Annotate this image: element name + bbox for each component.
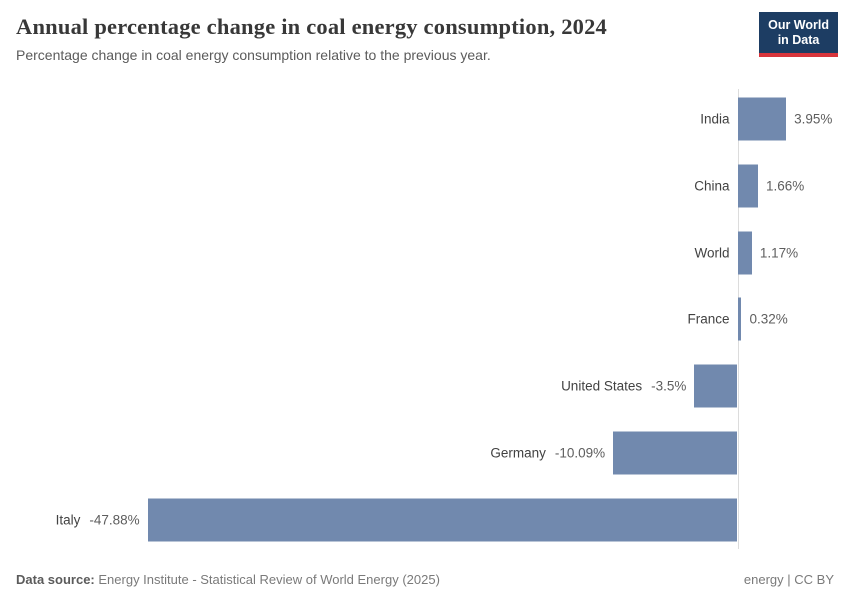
data-source-label: Data source: <box>16 572 95 587</box>
chart-row-world: World 1.17% <box>0 219 850 286</box>
category-label: United States <box>561 378 643 394</box>
value-label: 1.17% <box>759 245 799 261</box>
category-label: World <box>694 245 730 261</box>
value-label: -47.88% <box>89 512 140 528</box>
category-value-label: United States -3.5% <box>561 379 686 394</box>
bar-india[interactable] <box>737 97 787 141</box>
chart-row-united-states: United States -3.5% <box>0 353 850 420</box>
value-label: 0.32% <box>749 311 788 327</box>
owid-logo[interactable]: Our World in Data <box>759 12 838 57</box>
bar-united-states[interactable] <box>694 364 738 408</box>
data-source-text[interactable]: Energy Institute - Statistical Review of… <box>98 572 440 587</box>
owid-logo-line1: Our World <box>768 18 829 32</box>
bar-chart: India 3.95% China 1.66% World 1.17% France 0.32… <box>0 86 850 553</box>
category-value-label: Germany -10.09% <box>490 445 605 460</box>
chart-footer: Data source: Energy Institute - Statisti… <box>16 572 834 587</box>
category-label: China <box>694 178 730 194</box>
chart-row-germany: Germany -10.09% <box>0 420 850 487</box>
data-source: Data source: Energy Institute - Statisti… <box>16 572 440 587</box>
chart-row-france: France 0.32% <box>0 286 850 353</box>
page-title: Annual percentage change in coal energy … <box>16 14 607 39</box>
value-label: 1.66% <box>765 178 805 194</box>
chart-row-italy: Italy -47.88% <box>0 486 850 553</box>
category-label: Germany <box>490 445 546 461</box>
category-label: India <box>700 111 730 127</box>
chart-subtitle: Percentage change in coal energy consump… <box>16 47 491 63</box>
bar-germany[interactable] <box>613 431 738 475</box>
category-label: Italy <box>55 512 81 528</box>
category-value-label: Italy -47.88% <box>56 512 140 527</box>
bar-france[interactable] <box>737 297 742 341</box>
value-label: -3.5% <box>651 378 687 394</box>
chart-row-india: India 3.95% <box>0 86 850 153</box>
chart-header: Annual percentage change in coal energy … <box>0 0 850 63</box>
chart-row-china: China 1.66% <box>0 153 850 220</box>
footer-license[interactable]: energy | CC BY <box>743 572 834 587</box>
bar-world[interactable] <box>737 231 752 275</box>
value-label: 3.95% <box>794 111 833 127</box>
bar-italy[interactable] <box>147 498 738 542</box>
owid-logo-line2: in Data <box>777 33 820 47</box>
value-label: -10.09% <box>554 445 606 461</box>
category-label: France <box>687 311 730 327</box>
bar-china[interactable] <box>737 164 758 208</box>
